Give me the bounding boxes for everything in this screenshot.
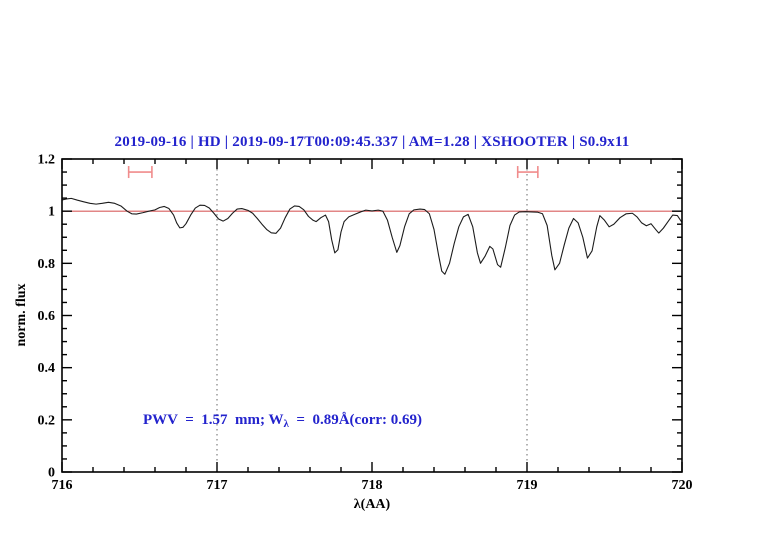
y-tick-label: 1.2: [38, 153, 56, 168]
y-tick-label: 0: [48, 466, 55, 481]
x-tick-label: 716: [52, 478, 73, 493]
pwv-annotation: PWV = 1.57 mm; Wλ = 0.89Å(corr: 0.69): [143, 412, 422, 430]
y-axis-label: norm. flux: [14, 283, 29, 347]
pwv-annotation-prefix: PWV = 1.57 mm; W: [143, 412, 284, 428]
y-tick-label: 0.6: [38, 309, 56, 324]
y-tick-label: 0.4: [38, 361, 56, 376]
spectrum-line: [61, 197, 683, 275]
x-tick-label: 720: [672, 478, 693, 493]
x-axis-label: λ(AA): [353, 497, 391, 512]
x-tick-label: 718: [362, 478, 383, 493]
y-tick-label: 0.2: [38, 413, 56, 428]
x-tick-label: 719: [517, 478, 538, 493]
y-tick-label: 0.8: [38, 257, 56, 272]
y-tick-label: 1: [48, 205, 55, 220]
x-tick-label: 717: [207, 478, 228, 493]
pwv-annotation-suffix: = 0.89Å(corr: 0.69): [288, 412, 422, 428]
pwv-annotation-subscript: λ: [283, 418, 289, 430]
chart-title: 2019-09-16 | HD | 2019-09-17T00:09:45.33…: [114, 134, 630, 150]
